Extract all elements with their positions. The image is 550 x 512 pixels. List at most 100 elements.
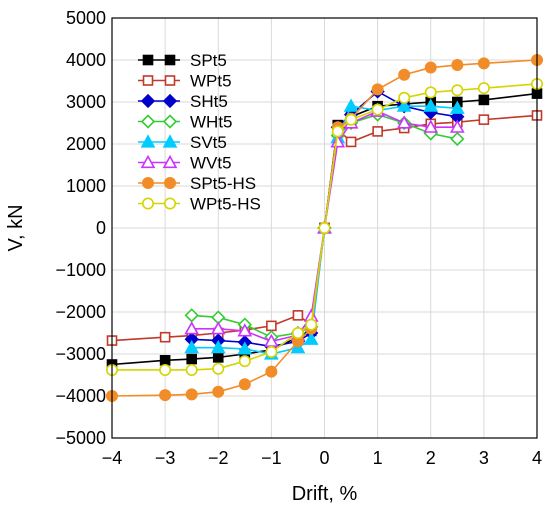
legend-marker bbox=[142, 54, 154, 66]
data-point bbox=[238, 355, 251, 368]
x-tick-label: 0 bbox=[319, 448, 329, 468]
x-tick-label: 3 bbox=[479, 448, 489, 468]
data-point bbox=[450, 131, 465, 147]
legend-label: WHt5 bbox=[190, 113, 233, 132]
data-point bbox=[237, 341, 253, 355]
data-point bbox=[423, 119, 439, 133]
x-tick-label: 4 bbox=[532, 448, 542, 468]
legend-marker bbox=[162, 154, 178, 169]
x-tick-label: −3 bbox=[155, 448, 176, 468]
y-tick-label: 5000 bbox=[66, 8, 106, 28]
data-point bbox=[305, 318, 318, 331]
y-axis-title: V, kN bbox=[5, 204, 27, 251]
data-point bbox=[371, 103, 384, 116]
series-6 bbox=[106, 53, 543, 402]
data-point bbox=[210, 321, 226, 335]
data-point bbox=[185, 388, 198, 401]
legend-marker bbox=[162, 114, 178, 129]
y-tick-label: −3000 bbox=[55, 344, 106, 364]
legend-marker bbox=[164, 177, 177, 190]
legend-marker bbox=[140, 114, 156, 129]
data-point bbox=[451, 84, 464, 97]
y-tick-label: −2000 bbox=[55, 302, 106, 322]
data-point bbox=[303, 331, 319, 345]
x-tick-label: 1 bbox=[373, 448, 383, 468]
data-point bbox=[159, 354, 171, 366]
legend-marker bbox=[164, 197, 177, 210]
data-point bbox=[212, 385, 225, 398]
data-point bbox=[345, 136, 357, 148]
data-point bbox=[423, 98, 439, 112]
data-point bbox=[292, 310, 304, 321]
legend-item: SPt5 bbox=[138, 51, 227, 70]
data-point bbox=[477, 57, 490, 70]
data-point bbox=[478, 94, 490, 106]
legend-label: SPt5 bbox=[190, 51, 227, 70]
y-tick-label: 1000 bbox=[66, 176, 106, 196]
data-point bbox=[159, 363, 172, 376]
data-point bbox=[477, 82, 490, 95]
data-point bbox=[478, 114, 490, 125]
data-point bbox=[398, 68, 411, 81]
legend-marker bbox=[140, 93, 156, 109]
data-point bbox=[210, 340, 226, 354]
data-point bbox=[318, 222, 331, 235]
data-point bbox=[212, 362, 225, 375]
legend-item: SVt5 bbox=[138, 133, 227, 152]
data-point bbox=[396, 115, 412, 129]
data-point bbox=[212, 352, 224, 363]
legend-marker bbox=[162, 93, 178, 109]
legend-label: WVt5 bbox=[190, 154, 232, 173]
x-tick-label: −1 bbox=[261, 448, 282, 468]
legend-marker bbox=[142, 197, 155, 210]
legend-item: WPt5 bbox=[138, 72, 232, 91]
data-point bbox=[345, 113, 358, 126]
data-point bbox=[449, 100, 465, 114]
legend-label: WPt5-HS bbox=[190, 195, 261, 214]
data-point bbox=[238, 378, 251, 391]
legend-label: SPt5-HS bbox=[190, 174, 256, 193]
data-point bbox=[396, 98, 412, 112]
x-tick-label: −4 bbox=[102, 448, 123, 468]
data-point bbox=[291, 326, 304, 339]
y-tick-label: −5000 bbox=[55, 428, 106, 448]
data-point bbox=[343, 98, 359, 112]
legend-marker bbox=[142, 177, 155, 190]
legend-item: WPt5-HS bbox=[138, 195, 261, 214]
legend-marker bbox=[164, 54, 176, 66]
legend-label: SHt5 bbox=[190, 92, 228, 111]
data-point bbox=[265, 365, 278, 378]
x-tick-label: 2 bbox=[426, 448, 436, 468]
y-tick-label: 3000 bbox=[66, 92, 106, 112]
series-layer bbox=[106, 53, 543, 402]
legend-marker bbox=[140, 134, 156, 148]
legend-marker bbox=[162, 134, 178, 148]
data-point bbox=[371, 83, 384, 96]
legend-marker bbox=[164, 75, 176, 86]
data-point bbox=[184, 340, 200, 354]
legend-item: WHt5 bbox=[138, 113, 233, 132]
data-point bbox=[398, 91, 411, 104]
legend-item: SPt5-HS bbox=[138, 174, 256, 193]
data-point bbox=[237, 323, 253, 337]
data-point bbox=[185, 363, 198, 376]
y-tick-label: −4000 bbox=[55, 386, 106, 406]
y-tick-label: 0 bbox=[96, 218, 106, 238]
data-point bbox=[424, 61, 437, 74]
legend-label: SVt5 bbox=[190, 133, 227, 152]
data-point bbox=[184, 321, 200, 335]
legend-marker bbox=[140, 154, 156, 169]
data-point bbox=[449, 119, 465, 133]
data-point bbox=[424, 86, 437, 99]
data-point bbox=[266, 320, 277, 332]
legend-item: WVt5 bbox=[138, 154, 232, 173]
data-point bbox=[186, 353, 197, 365]
data-point bbox=[451, 59, 464, 72]
data-point bbox=[265, 345, 278, 358]
data-point bbox=[159, 389, 172, 402]
y-tick-label: −1000 bbox=[55, 260, 106, 280]
legend-label: WPt5 bbox=[190, 72, 232, 91]
data-point bbox=[331, 125, 344, 138]
